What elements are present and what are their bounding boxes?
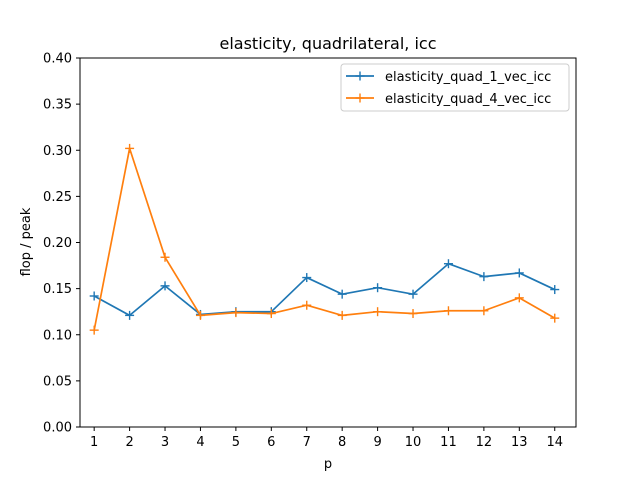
x-tick-label: 2 — [125, 435, 133, 450]
data-point — [373, 283, 383, 293]
x-tick-label: 11 — [440, 435, 457, 450]
data-point — [514, 293, 524, 303]
y-tick-label: 0.00 — [43, 421, 72, 436]
data-point — [195, 310, 205, 320]
legend-label: elasticity_quad_4_vec_icc — [385, 92, 551, 107]
x-tick-label: 7 — [303, 435, 311, 450]
y-tick-label: 0.05 — [43, 374, 72, 389]
data-point — [125, 143, 135, 153]
x-tick-label: 9 — [373, 435, 381, 450]
y-tick-label: 0.20 — [43, 236, 72, 251]
data-point — [408, 289, 418, 299]
plot-area: 0.000.050.100.150.200.250.300.350.401 2 3 4… — [43, 52, 577, 450]
y-tick-label: 0.10 — [43, 328, 72, 343]
x-tick-label: 3 — [161, 435, 169, 450]
y-axis-label: flop / peak — [19, 207, 34, 276]
x-tick-label: 5 — [232, 435, 240, 450]
data-point — [550, 313, 560, 323]
x-tick-label: 6 — [267, 435, 275, 450]
series-line — [93, 147, 556, 331]
data-point — [125, 310, 135, 320]
x-tick-label: 4 — [196, 435, 204, 450]
y-tick-label: 0.35 — [43, 98, 72, 113]
y-tick-label: 0.30 — [43, 144, 72, 159]
x-tick-label: 8 — [338, 435, 346, 450]
data-point — [479, 306, 489, 316]
x-tick-label: 14 — [546, 435, 563, 450]
data-point — [266, 309, 276, 319]
data-point — [479, 272, 489, 282]
x-axis-label: p — [324, 457, 332, 472]
data-point — [550, 285, 560, 295]
x-tick-label: 12 — [476, 435, 493, 450]
data-point — [302, 300, 312, 310]
y-tick-label: 0.25 — [43, 190, 72, 205]
data-point — [160, 281, 170, 291]
data-point — [302, 273, 312, 283]
x-tick-label: 13 — [511, 435, 528, 450]
y-tick-label: 0.40 — [43, 52, 72, 67]
data-point — [443, 306, 453, 316]
data-point — [231, 308, 241, 318]
data-point — [337, 289, 347, 299]
data-point — [89, 291, 99, 301]
series-line — [93, 262, 556, 317]
chart-title: elasticity, quadrilateral, icc — [220, 34, 437, 53]
x-tick-label: 1 — [90, 435, 98, 450]
legend: elasticity_quad_1_vec_icc elasticity_quad… — [340, 63, 570, 112]
data-point — [514, 268, 524, 278]
data-point — [89, 325, 99, 335]
data-point — [160, 252, 170, 262]
y-tick-label: 0.15 — [43, 282, 72, 297]
data-point — [373, 307, 383, 317]
legend-label: elasticity_quad_1_vec_icc — [385, 70, 551, 85]
data-point — [337, 310, 347, 320]
data-point — [443, 259, 453, 269]
series-2 — [89, 143, 560, 335]
data-point — [408, 309, 418, 319]
x-tick-label: 10 — [405, 435, 422, 450]
legend-box — [340, 63, 570, 112]
